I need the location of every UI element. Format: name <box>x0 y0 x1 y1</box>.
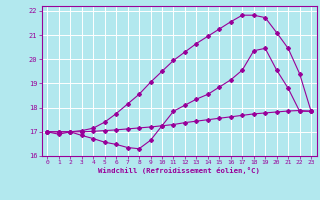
X-axis label: Windchill (Refroidissement éolien,°C): Windchill (Refroidissement éolien,°C) <box>98 167 260 174</box>
